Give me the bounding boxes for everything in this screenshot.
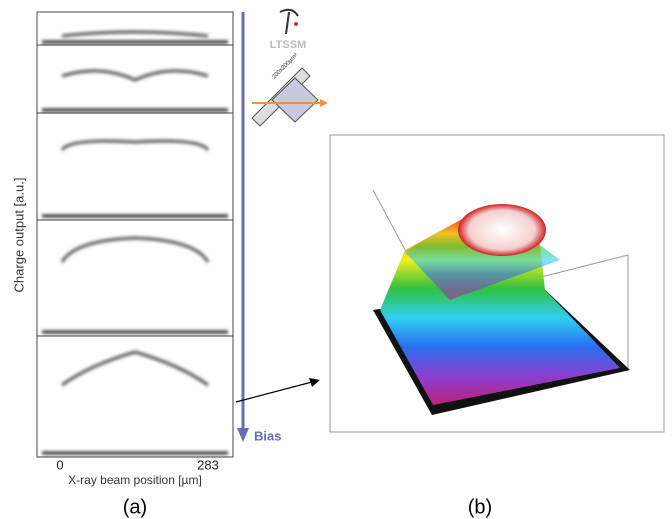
link-arrow (236, 382, 312, 402)
panel-a (37, 12, 233, 457)
logo-text: LTSSM (270, 39, 306, 51)
x-tick-label: 283 (197, 457, 219, 472)
bias-arrowhead (237, 428, 249, 442)
caption-b: (b) (468, 496, 492, 518)
link-arrowhead (309, 378, 320, 387)
logo (280, 10, 298, 34)
x-axis-label: X-ray beam position [µm] (68, 473, 202, 487)
caption-a: (a) (123, 496, 147, 518)
panel-b (330, 135, 664, 432)
bias-label: Bias (254, 428, 281, 443)
y-axis-label: Charge output [a.u.] (11, 178, 26, 293)
pixel-diagram (252, 68, 328, 126)
x-tick-label: 0 (56, 457, 63, 472)
figure: Charge output [a.u.] 0 283 X-ray beam po… (0, 0, 672, 519)
